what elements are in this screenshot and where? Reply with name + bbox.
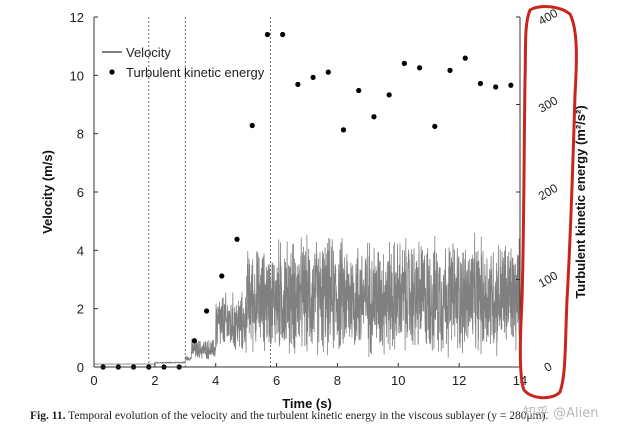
y-right-tick-label: 300 [536,93,561,115]
velocity-series [94,232,521,365]
tke-point [325,69,331,75]
tke-point [493,84,499,90]
x-tick-label: 0 [90,373,97,388]
figure-caption: Fig. 11. Temporal evolution of the veloc… [30,410,620,422]
y-left-axis-title: Velocity (m/s) [40,150,55,234]
y-left-tick-label: 0 [77,360,84,375]
tke-point [219,273,225,279]
tke-point [401,60,407,66]
red-highlight-outline [518,5,578,400]
tke-point [416,65,423,71]
tke-point [234,236,240,242]
tke-point [191,338,198,344]
tke-point [371,114,377,120]
tke-point [432,123,438,129]
caption-text: Temporal evolution of the velocity and t… [68,410,549,422]
tke-point [462,55,468,61]
y-left-tick-label: 2 [77,302,84,317]
tke-point [203,308,210,314]
y-right-tick-label: 100 [536,268,561,290]
y-left-tick-label: 6 [77,185,84,200]
x-tick-label: 8 [334,373,341,388]
velocity-line [94,232,521,365]
tke-point [340,127,347,133]
x-tick-label: 12 [452,373,466,388]
x-tick-label: 4 [212,373,219,388]
x-tick-label: 6 [273,373,280,388]
watermark: 知乎 @Alien [523,406,599,421]
tke-point [264,31,271,38]
y-right-tick-label: 200 [536,181,561,203]
x-tick-label: 10 [391,373,405,388]
tke-point [356,87,362,94]
y-left-tick-label: 4 [77,243,84,258]
tke-point [249,122,255,129]
y-left-tick-label: 8 [77,127,84,142]
y-left-tick-label: 12 [70,10,84,25]
legend-velocity-label: Velocity [126,45,171,60]
tke-point [295,81,301,87]
tke-point [386,92,392,98]
tke-point [447,67,453,73]
tke-point [310,74,316,80]
legend-tke-label: Turbulent kinetic energy [126,65,265,80]
x-tick-label: 2 [151,373,158,388]
caption-label: Fig. 11. [30,410,66,422]
tke-point [508,82,514,88]
y-right-tick-label: 0 [542,359,555,375]
tke-point [280,31,286,38]
legend: Velocity Turbulent kinetic energy [102,45,265,80]
tke-point [477,80,484,87]
y-left-tick-label: 10 [70,68,84,83]
red-outline-path [518,5,578,400]
y-right-axis-title: Turbulent kinetic energy (m²/s²) [573,105,588,298]
axis-titles: Time (s) Velocity (m/s) Turbulent kinetic … [40,105,588,411]
legend-tke-swatch [109,69,115,75]
x-axis-title: Time (s) [282,396,332,411]
